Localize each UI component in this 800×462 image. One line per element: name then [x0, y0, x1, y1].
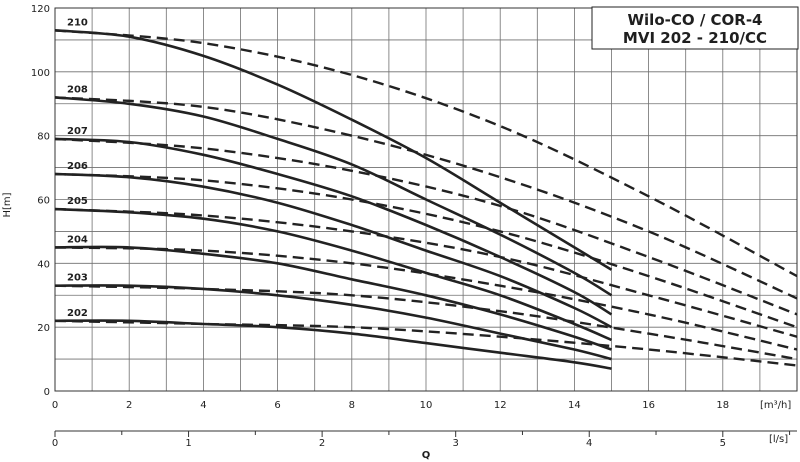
- curve-label-202: 202: [67, 308, 88, 319]
- series-line-dashed-210: [55, 29, 797, 278]
- y-tick-label: 40: [37, 259, 50, 270]
- title-line-1: Wilo-CO / COR-4: [627, 11, 762, 29]
- curve-label-207: 207: [67, 126, 88, 137]
- secondary-x-tick-label: 3: [452, 438, 458, 449]
- series-line-dashed-202: [55, 319, 797, 367]
- curve-label-210: 210: [67, 17, 88, 28]
- x-tick-label: 0: [52, 400, 58, 411]
- curve-labels: 210 208 207 206 205 204 203 202: [67, 17, 88, 318]
- x-tick-label: 18: [716, 400, 729, 411]
- x-axis-unit-secondary: [l/s]: [769, 434, 788, 445]
- y-tick-label: 80: [37, 132, 50, 143]
- secondary-x-tick-label: 5: [720, 438, 726, 449]
- curve-label-208: 208: [67, 84, 88, 95]
- y-tick-label: 120: [31, 4, 50, 15]
- x-tick-label: 8: [349, 400, 355, 411]
- y-tick-label: 100: [31, 68, 50, 79]
- x-tick-label: 4: [200, 400, 206, 411]
- series-line-dashed-207: [55, 137, 797, 316]
- series-line-solid-206: [55, 172, 613, 329]
- secondary-x-tick-label: 2: [319, 438, 325, 449]
- title-line-2: MVI 202 - 210/CC: [623, 29, 767, 47]
- series-line-dashed-204: [55, 246, 797, 351]
- curve-label-205: 205: [67, 196, 88, 207]
- secondary-x-tick-label: 0: [52, 438, 58, 449]
- series-line-dashed-208: [55, 96, 797, 300]
- x-axis-ticks: 0 2 4 6 8 10 12 14 16 18: [52, 400, 729, 411]
- plot-frame: [54, 7, 798, 392]
- secondary-x-axis: 0 1 2 3 4 5: [52, 430, 797, 449]
- curve-label-203: 203: [67, 273, 88, 284]
- series-line-solid-210: [55, 29, 613, 271]
- x-tick-label: 14: [568, 400, 581, 411]
- x-tick-label: 10: [420, 400, 433, 411]
- y-tick-label: 60: [37, 196, 50, 207]
- series-line-dashed-205: [55, 207, 797, 338]
- x-tick-label: 12: [494, 400, 507, 411]
- y-tick-label: 0: [44, 387, 50, 398]
- x-axis-unit-primary: [m³/h]: [760, 400, 791, 411]
- title-box: Wilo-CO / COR-4 MVI 202 - 210/CC: [591, 6, 799, 50]
- secondary-x-tick-label: 1: [185, 438, 191, 449]
- y-axis-label: H[m]: [2, 192, 13, 217]
- secondary-x-tick-label: 4: [586, 438, 592, 449]
- series-line-solid-208: [55, 96, 613, 297]
- x-tick-label: 6: [274, 400, 280, 411]
- y-axis-ticks: 0 20 40 60 80 100 120: [31, 4, 50, 398]
- series-line-dashed-203: [55, 284, 797, 361]
- x-axis-label: Q: [422, 450, 431, 461]
- series-line-solid-202: [55, 319, 612, 370]
- series-line-solid-205: [55, 207, 613, 342]
- curve-label-206: 206: [67, 161, 88, 172]
- x-tick-label: 2: [126, 400, 132, 411]
- x-tick-label: 16: [642, 400, 655, 411]
- y-tick-label: 20: [37, 323, 50, 334]
- series-line-solid-207: [55, 137, 613, 316]
- series-line-solid-203: [55, 284, 612, 361]
- curves: [55, 29, 797, 370]
- curve-label-204: 204: [67, 234, 88, 245]
